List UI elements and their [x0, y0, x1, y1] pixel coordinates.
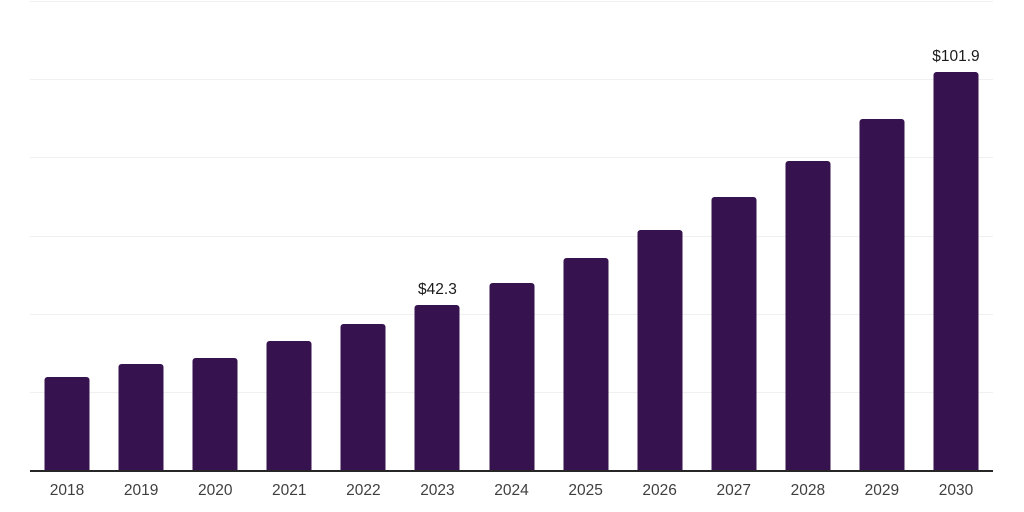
bar-band	[845, 1, 919, 470]
bar-band: $42.3	[400, 1, 474, 470]
bar-band	[252, 1, 326, 470]
bar-band	[623, 1, 697, 470]
x-axis-tick-label: 2025	[568, 482, 603, 499]
x-axis-tick-label: 2019	[123, 482, 159, 499]
bar-2029	[859, 119, 905, 470]
bar-2027	[711, 197, 757, 470]
bar-band	[104, 1, 178, 470]
bar-2025	[563, 257, 609, 470]
gridline	[30, 157, 993, 159]
gridline	[30, 79, 993, 81]
bar-2024	[489, 282, 534, 470]
bar-2023	[414, 304, 460, 470]
x-axis-tick-label: 2023	[420, 482, 455, 499]
x-axis-labels: 2018 2019 2020 2021 2022 2023 2024 2025 2026 2027…	[30, 481, 993, 501]
x-axis-tick-label: 2020	[197, 482, 233, 499]
bar-2021	[266, 341, 312, 470]
bar-band	[326, 1, 400, 470]
x-axis-tick-label: 2026	[642, 482, 677, 499]
x-axis-tick-label: 2024	[494, 482, 529, 499]
bar-band	[474, 1, 548, 470]
x-axis-tick-label: 2022	[346, 482, 381, 499]
bar-value-label: $101.9	[932, 47, 980, 65]
bar-band	[771, 1, 845, 470]
gridline	[30, 235, 993, 237]
bar-2022	[340, 324, 386, 470]
bar-2026	[637, 229, 683, 470]
bar-series: $42.3 $101.9	[30, 1, 993, 470]
plot-area: $42.3 $101.9	[30, 1, 993, 472]
bar-value-label: $42.3	[418, 280, 457, 298]
bar-2020	[192, 357, 238, 470]
bar-2019	[118, 364, 164, 470]
x-axis-tick-label: 2030	[938, 482, 974, 499]
bar-band: $101.9	[919, 1, 993, 470]
x-axis-tick-label: 2027	[716, 482, 751, 499]
x-axis-tick-label: 2029	[864, 482, 900, 499]
bar-2028	[785, 161, 831, 470]
x-axis-tick-label: 2018	[49, 482, 85, 499]
bar-2018	[44, 376, 90, 470]
x-axis-tick-label: 2028	[790, 482, 826, 499]
x-axis-line	[30, 470, 993, 472]
bar-band	[549, 1, 623, 470]
gridline	[30, 1, 993, 2]
x-axis-tick-label: 2021	[272, 482, 307, 499]
bar-2030	[933, 71, 979, 470]
bar-band	[178, 1, 252, 470]
bar-band	[30, 1, 104, 470]
bar-band	[697, 1, 771, 470]
